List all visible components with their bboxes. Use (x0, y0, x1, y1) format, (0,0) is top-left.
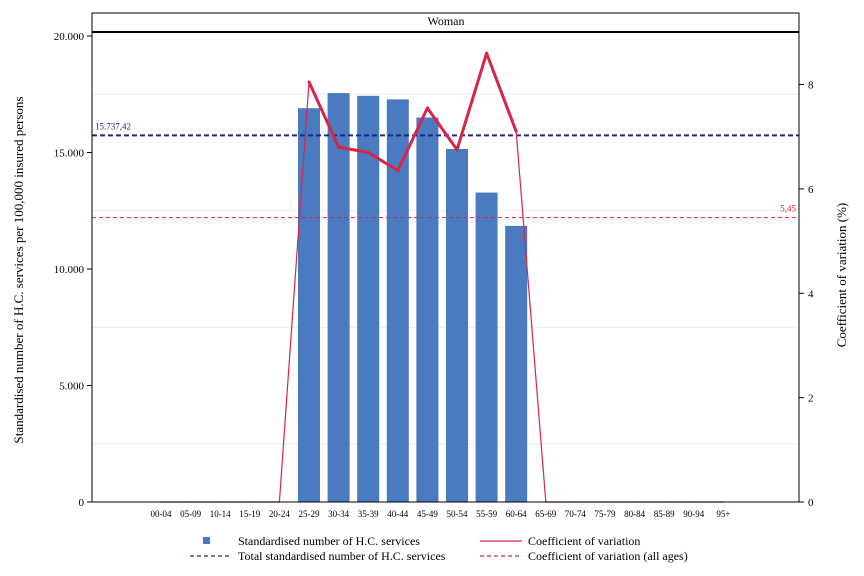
bar (416, 117, 439, 503)
plot-frame (91, 12, 800, 503)
y2-tick-label: 6 (808, 184, 814, 196)
x-tick-label: 70-74 (565, 509, 586, 519)
x-tick-label: 95+ (716, 509, 730, 519)
x-tick-label: 20-24 (269, 509, 290, 519)
x-tick-label: 10-14 (210, 509, 231, 519)
x-tick-label: 00-04 (151, 509, 172, 519)
cv-line-series (160, 51, 725, 503)
y-tick-label: 20.000 (54, 31, 85, 43)
legend: Standardised number of H.C. services Coef… (190, 534, 688, 563)
legend-swatch-bars (203, 537, 210, 544)
y2-axis-title: Coefficient of variation (%) (834, 203, 849, 348)
x-tick-label: 60-64 (506, 509, 527, 519)
cv-line-segment (337, 145, 370, 154)
y-axis-ticks: 0 5.000 10.000 15.000 20.000 (54, 31, 92, 509)
plot-border (91, 12, 800, 503)
cv-line-segment (455, 51, 489, 152)
cv-line-segment (366, 150, 400, 173)
legend-label: Coefficient of variation (all ages) (528, 549, 688, 563)
x-tick-label: 30-34 (328, 509, 349, 519)
legend-label: Total standardised number of H.C. servic… (238, 549, 446, 563)
gridlines (92, 93, 799, 445)
bar (386, 99, 409, 502)
cv-line-segment (278, 81, 310, 503)
legend-label: Standardised number of H.C. services (238, 534, 420, 548)
y2-tick-label: 8 (808, 80, 814, 92)
bar (357, 95, 380, 503)
bar (327, 93, 350, 503)
y-tick-label: 5.000 (59, 381, 84, 393)
x-tick-label: 45-49 (417, 509, 438, 519)
x-tick-label: 90-94 (683, 509, 704, 519)
x-tick-label: 25-29 (299, 509, 320, 519)
panel-title: Woman (427, 14, 464, 28)
y2-axis-ticks: 0 2 4 6 8 (799, 80, 814, 509)
y-axis-title: Standardised number of H.C. services per… (11, 97, 26, 444)
cv-all-ages-reference-label: 5,45 (780, 204, 796, 214)
y2-tick-label: 0 (808, 497, 814, 509)
x-tick-label: 05-09 (180, 509, 201, 519)
y-tick-label: 10.000 (54, 264, 85, 276)
x-tick-label: 40-44 (387, 509, 408, 519)
legend-label: Coefficient of variation (528, 534, 640, 548)
bar (298, 108, 320, 502)
cv-line-segment (515, 130, 547, 503)
x-tick-label: 80-84 (624, 509, 645, 519)
x-tick-label: 50-54 (447, 509, 468, 519)
x-tick-label: 65-69 (535, 509, 556, 519)
y2-tick-label: 4 (808, 288, 814, 300)
y2-tick-label: 2 (808, 393, 814, 405)
cv-line-segment (307, 80, 341, 149)
bar (475, 192, 498, 503)
y-tick-label: 0 (79, 497, 85, 509)
bar-series (298, 93, 528, 503)
cv-line-segment (485, 51, 518, 133)
cv-line-segment (425, 106, 459, 152)
bar (505, 225, 528, 502)
bar (446, 149, 468, 502)
x-axis-ticks: 00-04 05-09 10-14 15-19 20-24 25-29 30-34 35-39… (151, 509, 731, 519)
x-tick-label: 35-39 (358, 509, 379, 519)
x-tick-label: 85-89 (654, 509, 675, 519)
x-tick-label: 15-19 (239, 509, 260, 519)
total-reference-label: 15.737,42 (95, 121, 131, 131)
y-tick-label: 15.000 (54, 148, 85, 160)
x-tick-label: 55-59 (476, 509, 497, 519)
x-tick-label: 75-79 (595, 509, 616, 519)
cv-line-segment (396, 106, 429, 173)
